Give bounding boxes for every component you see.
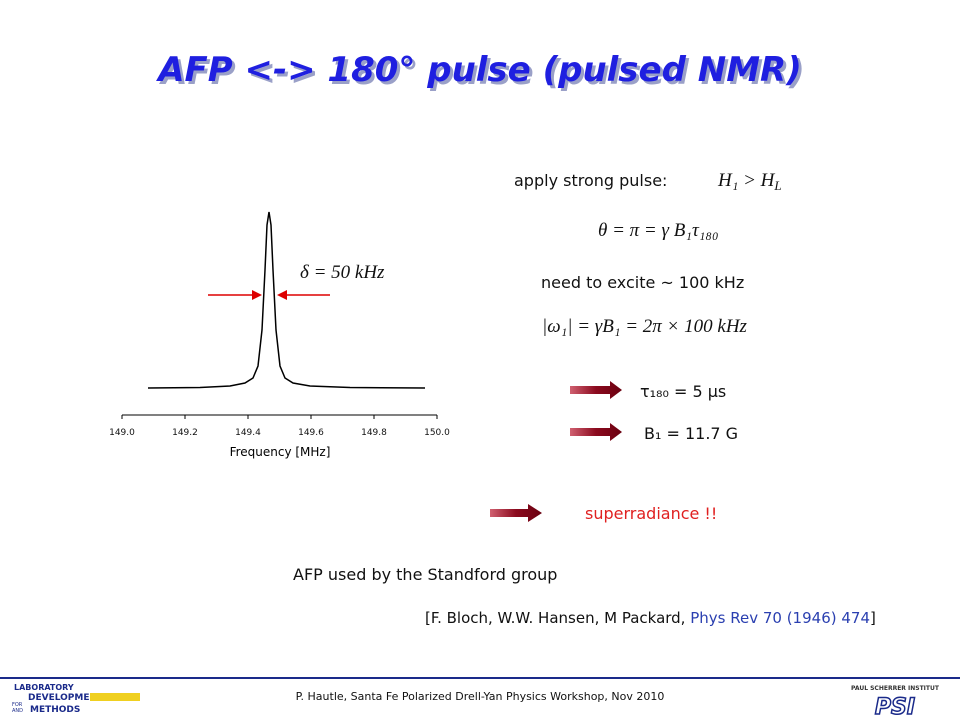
x-axis-label: Frequency [MHz] xyxy=(230,445,331,459)
logo-bar xyxy=(90,693,140,701)
psi-caption: PAUL SCHERRER INSTITUT xyxy=(851,685,940,692)
pulse-condition-main: H₁ > H xyxy=(717,170,776,191)
logo-text: DEVELOPMENTS xyxy=(28,693,110,703)
footer-credit: P. Hautle, Santa Fe Polarized Drell-Yan … xyxy=(296,690,665,703)
excite-text: need to excite ~ 100 kHz xyxy=(541,273,744,292)
x-tick-label: 150.0 xyxy=(424,428,450,438)
x-tick-label: 149.8 xyxy=(361,428,387,438)
arrowhead xyxy=(252,290,262,300)
result-arrow xyxy=(570,381,622,399)
logo-text: AND xyxy=(12,708,23,714)
tau-result: τ₁₈₀ = 5 μs xyxy=(640,382,726,401)
omega-equation: |ω₁| = γB₁ = 2π × 100 kHz xyxy=(542,316,748,337)
title: AFP <-> 180° pulse (pulsed NMR) xyxy=(155,50,802,90)
superradiance-text: superradiance !! xyxy=(585,504,717,523)
ldm-logo: LABORATORY DEVELOPMENTS FOR AND METHODS xyxy=(12,683,140,715)
b1-result: B₁ = 11.7 G xyxy=(644,424,738,443)
logo-text: FOR xyxy=(12,702,23,708)
arrowhead xyxy=(277,290,287,300)
pulse-condition-sub: L xyxy=(773,178,781,193)
x-tick-label: 149.0 xyxy=(109,428,135,438)
x-tick-label: 149.2 xyxy=(172,428,198,438)
result-arrow xyxy=(490,504,542,522)
logo-text: LABORATORY xyxy=(14,683,74,692)
pulse-label: apply strong pulse: xyxy=(514,171,667,190)
width-annotation: δ = 50 kHz xyxy=(300,262,385,283)
afp-used-text: AFP used by the Standford group xyxy=(293,565,557,584)
title-shadow: AFP <-> 180° pulse (pulsed NMR) xyxy=(158,53,805,93)
x-tick-label: 149.6 xyxy=(298,428,324,438)
pulse-condition: H₁ > HL xyxy=(717,170,782,193)
angle-equation: θ = π = γ B₁τ₁₈₀ xyxy=(598,220,719,241)
citation-end: ] xyxy=(870,609,876,627)
spectrum-plot: Frequency [MHz] δ = 50 kHz 149.0 149.2 149… xyxy=(109,211,450,459)
result-arrow xyxy=(570,423,622,441)
citation-authors: [F. Bloch, W.W. Hansen, M Packard, xyxy=(425,609,690,627)
citation-journal[interactable]: Phys Rev 70 (1946) 474 xyxy=(690,609,870,627)
psi-logo: PSI xyxy=(875,695,915,720)
logo-text: METHODS xyxy=(30,705,80,715)
x-tick-label: 149.4 xyxy=(235,428,261,438)
citation: [F. Bloch, W.W. Hansen, M Packard, Phys … xyxy=(425,609,876,627)
spectrum-curve xyxy=(147,211,426,389)
